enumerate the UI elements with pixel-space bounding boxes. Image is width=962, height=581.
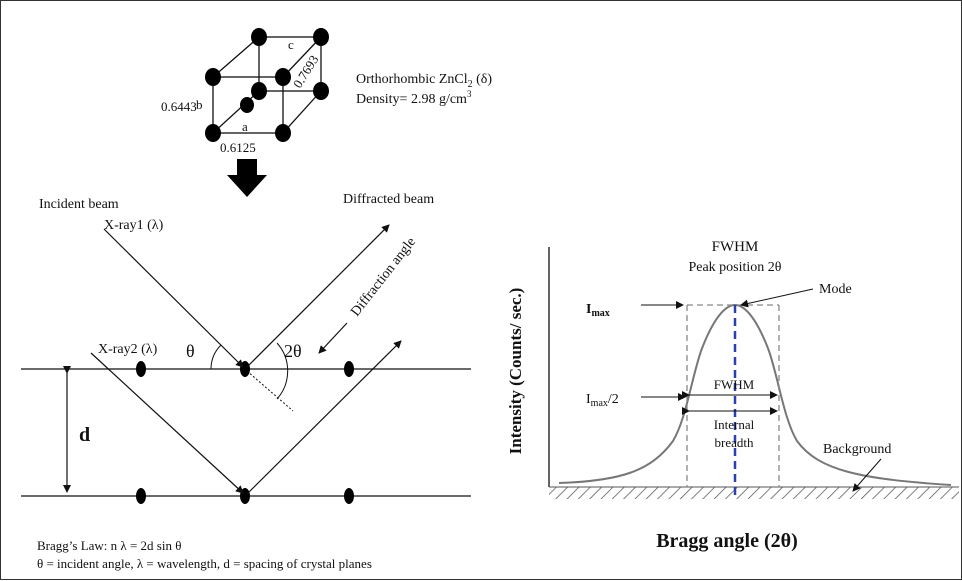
fwhm-inner-label: FWHM [714,377,755,392]
x-axis-label: Bragg angle (2θ) [656,530,798,552]
bragg-diagram: d Incident beam X-ray1 (λ) X-ray2 (λ) Di… [21,192,471,571]
lattice-a-value: 0.6125 [220,140,256,155]
imax-half-label: Imax/2 [586,392,619,409]
mode-pointer [740,288,814,308]
diffracted-beam-label: Diffracted beam [343,192,434,207]
incident-beam-label: Incident beam [39,197,119,212]
theta-arc [210,344,222,370]
internal-breadth-label-2: breadth [715,435,754,450]
internal-breadth-label-1: Internal [714,417,755,432]
unit-cell-diagram [212,36,322,134]
peak-position-label: Peak position 2θ [688,260,781,275]
diffracted-ray-2 [246,340,402,495]
two-theta-label: 2θ [284,341,302,361]
cell-front-face [212,76,284,134]
background-pointer [852,458,882,492]
y-axis-label: Intensity (Counts/ sec.) [506,288,525,455]
lattice-c-label: c [288,37,294,52]
cell-back-face [258,36,322,92]
bragg-legend: θ = incident angle, λ = wavelength, d = … [37,556,372,571]
diffraction-angle-label: Diffraction angle [348,235,419,320]
lattice-a-label: a [242,119,248,134]
background-hatch [549,487,959,499]
imax-label: Imax [586,302,610,319]
diffracted-ray-1 [246,224,390,368]
lattice-b-value: 0.6443 [161,99,197,114]
incident-extension [246,370,294,412]
incident-ray-2 [90,352,244,494]
diffraction-angle-arrow [318,322,348,354]
incident-ray-1 [103,228,244,368]
unit-cell-atoms [205,28,329,142]
xray2-label: X-ray2 (λ) [98,342,158,357]
d-label: d [79,424,90,446]
xray1-label: X-ray1 (λ) [104,218,164,233]
two-theta-arc [276,342,289,400]
peak-diagram: FWHM Peak position 2θ Mode Imax Imax/2 F… [506,239,959,552]
bragg-law: Bragg’s Law: n λ = 2d sin θ [37,538,181,553]
background-label: Background [823,442,891,457]
lattice-b-label: b [196,97,203,112]
mode-label: Mode [819,282,852,297]
crystal-density: Density= 2.98 g/cm3 [356,89,472,107]
plane-atoms [136,361,354,504]
fwhm-title: FWHM [712,239,759,255]
theta-label: θ [186,341,195,361]
down-arrow-icon [227,159,267,197]
crystal-title: Orthorhombic ZnCl2 (δ) [356,72,492,90]
